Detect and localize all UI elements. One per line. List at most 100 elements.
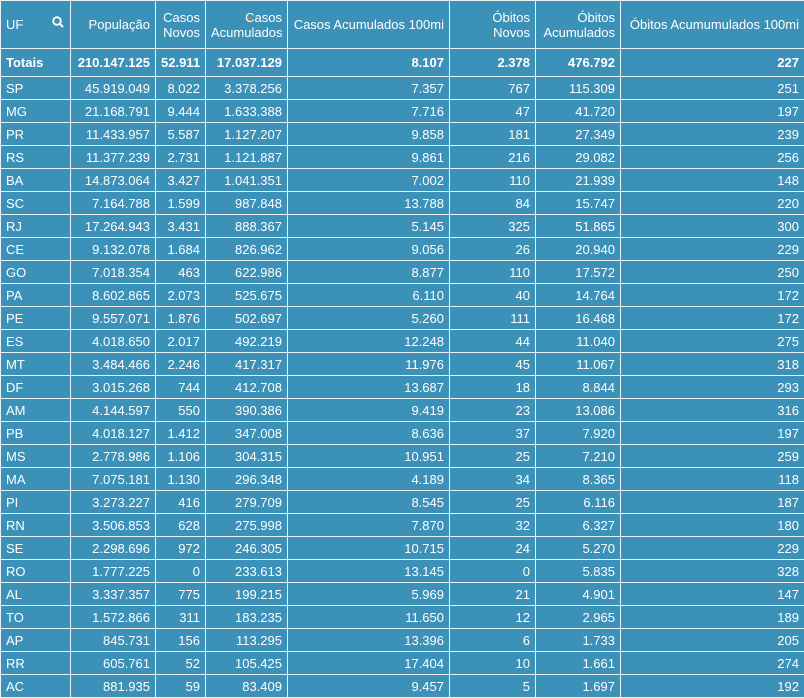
total-cell: 210.147.125 xyxy=(71,49,156,77)
cell-text: 2.731 xyxy=(167,150,200,165)
cell: 111 xyxy=(450,307,536,330)
cell: 1.041.351 xyxy=(206,169,288,192)
cell-text: 37 xyxy=(516,426,530,441)
cell: 2.731 xyxy=(156,146,206,169)
cell-text: 7.870 xyxy=(411,518,444,533)
cell: 5.587 xyxy=(156,123,206,146)
cell-text: 233.613 xyxy=(235,564,282,579)
cell-text: 1.733 xyxy=(582,633,615,648)
cell-text: 1.697 xyxy=(582,679,615,694)
cell-text: 111 xyxy=(510,311,530,326)
cell: 13.687 xyxy=(288,376,450,399)
cell-text: 1.127.207 xyxy=(224,127,282,142)
cell-text: 525.675 xyxy=(235,288,282,303)
cell-text: 27.349 xyxy=(575,127,615,142)
cell: 8.545 xyxy=(288,491,450,514)
cell-text: Óbitos Novos xyxy=(492,10,530,40)
cell: 888.367 xyxy=(206,215,288,238)
cell-text: MS xyxy=(6,449,26,464)
cell-text: 84 xyxy=(516,196,530,211)
cell-text: 10.951 xyxy=(404,449,444,464)
cell: AM xyxy=(1,399,71,422)
cell: 525.675 xyxy=(206,284,288,307)
cell: 304.315 xyxy=(206,445,288,468)
cell: 2.778.986 xyxy=(71,445,156,468)
cell: 16.468 xyxy=(536,307,621,330)
cell: 84 xyxy=(450,192,536,215)
cell-text: 26 xyxy=(516,242,530,257)
cell: 118 xyxy=(621,468,804,491)
cell: 4.018.650 xyxy=(71,330,156,353)
cell: 1.130 xyxy=(156,468,206,491)
search-icon[interactable] xyxy=(52,16,64,28)
cell-text: 11.976 xyxy=(405,357,444,372)
cell-text: 13.086 xyxy=(575,403,615,418)
cell-text: 5.969 xyxy=(411,587,444,602)
cell-text: 1.777.225 xyxy=(92,564,150,579)
cell: 23 xyxy=(450,399,536,422)
cell-text: 10.715 xyxy=(404,541,444,556)
cell: 628 xyxy=(156,514,206,537)
cell-text: 23 xyxy=(516,403,530,418)
cell: 5.969 xyxy=(288,583,450,606)
cell: 197 xyxy=(621,100,804,123)
cell: 7.210 xyxy=(536,445,621,468)
cell: 11.976 xyxy=(288,353,450,376)
cell-text: 6.327 xyxy=(582,518,615,533)
cell: 41.720 xyxy=(536,100,621,123)
cell-text: 172 xyxy=(777,311,799,326)
column-header[interactable]: Casos Acumulados 100mi xyxy=(288,1,450,49)
cell: 32 xyxy=(450,514,536,537)
cell: 9.861 xyxy=(288,146,450,169)
cell: 11.040 xyxy=(536,330,621,353)
cell-text: 275.998 xyxy=(235,518,282,533)
cell-text: 3.378.256 xyxy=(224,81,282,96)
cell: 11.433.957 xyxy=(71,123,156,146)
cell-text: 14.764 xyxy=(575,288,615,303)
cell-text: 220 xyxy=(777,196,799,211)
cell: 7.870 xyxy=(288,514,450,537)
cell-text: 628 xyxy=(178,518,200,533)
cell: 1.412 xyxy=(156,422,206,445)
cell-text: TO xyxy=(6,610,24,625)
cell-text: 105.425 xyxy=(235,656,282,671)
cell-text: 148 xyxy=(777,173,799,188)
column-header[interactable]: Óbitos Acumumulados 100mi xyxy=(621,1,804,49)
cell-text: CE xyxy=(6,242,24,257)
cell: 13.145 xyxy=(288,560,450,583)
cell: 1.633.388 xyxy=(206,100,288,123)
cell: 229 xyxy=(621,537,804,560)
cell: 147 xyxy=(621,583,804,606)
cell-text: 40 xyxy=(516,288,530,303)
cell: 2.298.696 xyxy=(71,537,156,560)
cell: 1.876 xyxy=(156,307,206,330)
cell-text: 172 xyxy=(777,288,799,303)
column-header[interactable]: Óbitos Novos xyxy=(450,1,536,49)
column-header[interactable]: Casos Acumulados xyxy=(206,1,288,49)
column-header[interactable]: Óbitos Acumulados xyxy=(536,1,621,49)
column-header[interactable]: Casos Novos xyxy=(156,1,206,49)
cell: 1.121.887 xyxy=(206,146,288,169)
cell: 12 xyxy=(450,606,536,629)
cell: TO xyxy=(1,606,71,629)
cell-text: Casos Acumulados 100mi xyxy=(294,17,444,32)
column-header[interactable]: UF xyxy=(1,1,71,49)
cell: 13.788 xyxy=(288,192,450,215)
cell-text: 110 xyxy=(509,173,530,188)
cell: 10.951 xyxy=(288,445,450,468)
cell: AL xyxy=(1,583,71,606)
cell: 11.650 xyxy=(288,606,450,629)
cell: PI xyxy=(1,491,71,514)
column-header[interactable]: População xyxy=(71,1,156,49)
cell-text: 328 xyxy=(777,564,799,579)
cell-text: 1.684 xyxy=(167,242,200,257)
cell: DF xyxy=(1,376,71,399)
cell-text: MT xyxy=(6,357,25,372)
cell: 492.219 xyxy=(206,330,288,353)
cell: 29.082 xyxy=(536,146,621,169)
cell-text: 8.877 xyxy=(411,265,444,280)
